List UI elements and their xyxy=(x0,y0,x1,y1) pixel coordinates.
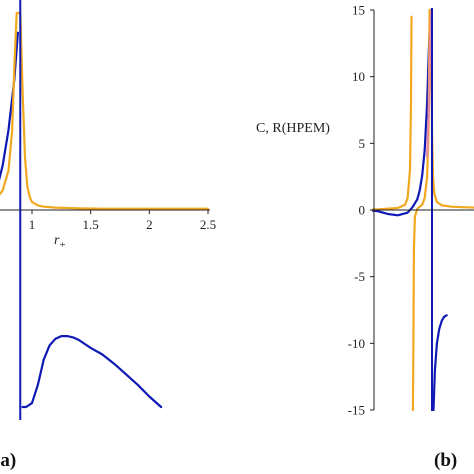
panel-b-y-tick-label: -10 xyxy=(348,336,365,351)
panel-a-series-0-segment-1 xyxy=(21,335,163,409)
panel-a-x-tick-label: 2 xyxy=(146,217,153,232)
panel-a-series-0-segment-0 xyxy=(0,31,19,181)
panel-b-y-tick-label: 10 xyxy=(352,69,365,84)
panel-a: 1 1.5 2 2.5 r+ (a) xyxy=(0,0,216,471)
panel-b-y-tick-label: -15 xyxy=(348,403,365,418)
panel-b-y-tick-label: 15 xyxy=(352,3,365,18)
panel-b-series-0-segment-1 xyxy=(432,314,448,411)
panel-b-y-tick-label: 5 xyxy=(359,136,366,151)
panel-a-series-1-segment-0 xyxy=(0,11,210,210)
panel-a-x-axis-label-main: r xyxy=(54,233,60,248)
panel-b-y-tick-label: 0 xyxy=(359,203,366,218)
panel-a-x-tick-label: 1.5 xyxy=(83,217,99,232)
panel-b-series-1-segment-1 xyxy=(411,8,474,411)
panel-a-x-ticks: 1 1.5 2 2.5 xyxy=(29,210,216,232)
panel-a-curves xyxy=(0,0,210,420)
panel-b-label: (b) xyxy=(434,450,457,471)
panel-a-x-axis-label: r+ xyxy=(54,233,66,251)
panel-b-y-tick-label: -5 xyxy=(354,269,365,284)
panel-b-series-1-segment-0 xyxy=(372,15,413,211)
panel-a-x-tick-label: 2.5 xyxy=(200,217,216,232)
panel-a-x-axis-label-subscript: + xyxy=(59,239,65,251)
panel-b-y-axis-label: C, R(HPEM) xyxy=(256,121,330,136)
panel-a-label: (a) xyxy=(0,450,16,471)
panel-a-x-tick-label: 1 xyxy=(29,217,36,232)
panel-b-series-0-segment-0 xyxy=(372,8,432,217)
panel-b-y-ticks: -15 -10 -5 0 5 10 15 xyxy=(348,3,374,418)
panel-b: -15 -10 -5 0 5 10 15 C, R(HPEM) (b) xyxy=(256,3,474,471)
